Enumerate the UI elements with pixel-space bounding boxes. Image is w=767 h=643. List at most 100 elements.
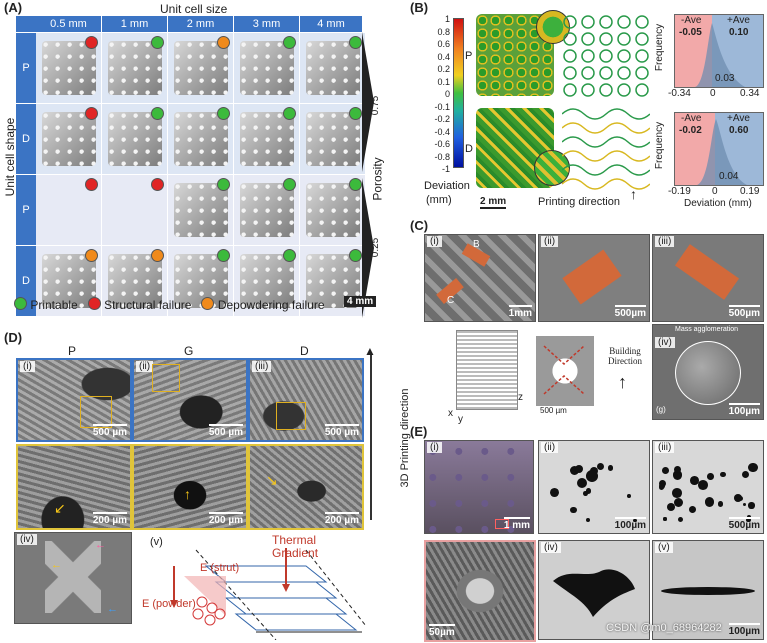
pore	[674, 466, 682, 474]
lattice-cube	[305, 112, 360, 166]
lattice-cube	[41, 112, 96, 166]
size-header-2: 2 mm	[168, 16, 233, 32]
pore	[720, 471, 726, 478]
structural-failure-icon	[87, 297, 101, 310]
p-ring	[581, 83, 595, 97]
d-zoom-box-iii	[276, 402, 306, 430]
d-sem-mid-i: ↙ 200 µm	[16, 444, 132, 530]
d-sub-iv: (iv)	[17, 534, 37, 545]
c-marker-c: C	[447, 295, 455, 306]
bottom-ylabel: Frequency	[654, 121, 666, 170]
d-wave	[562, 178, 650, 190]
top-ylabel: Frequency	[654, 23, 666, 72]
size-header-1: 1 mm	[102, 16, 167, 32]
colorbar-tick: 0.1	[437, 76, 450, 87]
pore	[550, 487, 560, 497]
porosity-value-bottom: 0.25	[370, 237, 382, 258]
bottom-pos-value: 0.60	[729, 125, 749, 136]
e-scale-v: 100µm	[729, 623, 760, 637]
c-sub-i: (i)	[427, 236, 442, 247]
d-scale-mid-ii: 200 µm	[209, 512, 243, 526]
row-label-1: D	[16, 104, 36, 174]
size-header-4: 4 mm	[300, 16, 362, 32]
d-wave	[562, 108, 650, 120]
printable-icon	[283, 249, 296, 262]
c-sub-iii: (iii)	[655, 236, 675, 247]
colorbar-tick: 0.6	[437, 39, 450, 49]
lattice-cube	[305, 183, 360, 237]
pore	[659, 483, 666, 490]
legend-structural: Structural failure	[104, 298, 192, 312]
p-ring	[563, 49, 577, 63]
bottom-neg-label: -Ave	[681, 113, 702, 124]
e-sem-i: (i) 1 mm	[424, 440, 534, 534]
panel-c-label: (C)	[410, 218, 429, 233]
p-ring	[581, 49, 595, 63]
colorbar-ticks: 1 0.8 0.6 0.4 0.2 0.1 0 -0.1 -0.2 -0.4 -0.6 -0.8 -1	[414, 14, 450, 174]
c-small-scale: 500 µm	[540, 406, 567, 415]
size-header-0: 0.5 mm	[36, 16, 101, 32]
p-ring	[617, 83, 631, 97]
lattice-cell-r0-c0	[36, 33, 101, 103]
pore	[698, 479, 709, 490]
p-ring	[563, 83, 577, 97]
pore	[585, 518, 590, 523]
pore	[570, 506, 577, 514]
d-sem-iv: (iv) ← ← ←	[14, 532, 132, 624]
printable-icon	[349, 178, 362, 191]
d-arrow-ii: ↑	[184, 486, 191, 502]
c-sem-i: (i) B C 1mm	[424, 234, 536, 322]
c-sub-g: (g)	[656, 405, 666, 414]
lattice-cell-r3-c3	[234, 246, 299, 316]
d-wave	[562, 150, 650, 162]
c-particle-iv	[675, 341, 741, 405]
top-tick-0: -0.34	[668, 88, 691, 99]
depowdering-failure-icon	[217, 36, 230, 49]
porosity-wedges	[362, 32, 374, 318]
d-sem-mid-iii: ↘ 200 µm	[248, 444, 364, 530]
p-ring	[617, 49, 631, 63]
p-ring	[563, 66, 577, 80]
e-scale-ii: 100µm	[615, 517, 646, 531]
e-sem-iii: (iii) 500µm	[652, 440, 764, 534]
colorbar-title: Deviation	[424, 180, 470, 192]
d-sem-ii: (ii) 500 µm	[132, 358, 248, 442]
printable-icon	[283, 178, 296, 191]
d-e-strut: E (strut)	[200, 562, 240, 574]
p-ring	[599, 15, 613, 29]
d-col-g: G	[184, 344, 194, 358]
colorbar-unit: (mm)	[426, 194, 452, 206]
pore	[569, 466, 579, 476]
pore	[743, 503, 747, 507]
c-marker-b: B	[473, 239, 480, 250]
p-ring	[599, 66, 613, 80]
porosity-axis: Porosity	[370, 157, 385, 201]
d-zoom-box-ii	[152, 364, 180, 392]
printable-icon	[283, 36, 296, 49]
bottom-xlabel: Deviation (mm)	[684, 198, 752, 209]
lattice-cell-r0-c3	[234, 33, 299, 103]
row-label-0: P	[16, 33, 36, 103]
legend-depowdering: Depowdering failure	[217, 298, 325, 312]
d-wave	[562, 122, 650, 134]
lattice-cell-r1-c4	[300, 104, 365, 174]
c-sub-iv: (iv)	[655, 337, 675, 348]
lattice-cube	[173, 183, 228, 237]
c-lattice-block	[456, 330, 518, 410]
c-axis-y: y	[458, 414, 463, 425]
p-ring	[635, 49, 649, 63]
d-scale-mid-iii: 200 µm	[325, 512, 359, 526]
colorbar-tick: -1	[441, 164, 450, 174]
top-pos-value: 0.10	[729, 27, 749, 38]
panel-a-grid: 0.5 mm 1 mm 2 mm 3 mm 4 mm P D P D	[16, 16, 365, 316]
e-sub-iv: (iv)	[541, 542, 561, 553]
e-pore-iv	[553, 569, 635, 617]
histogram-bottom: -Ave -0.02 +Ave 0.60 0.04	[674, 112, 764, 186]
d-wave	[562, 164, 650, 176]
pore	[677, 516, 684, 522]
lattice-cell-r1-c3	[234, 104, 299, 174]
d-e-powder: E (powder)	[142, 598, 196, 610]
lattice-cell-r2-c3	[234, 175, 299, 245]
c-scale-iii: 500µm	[729, 305, 760, 319]
c-strut-iii	[674, 244, 740, 300]
